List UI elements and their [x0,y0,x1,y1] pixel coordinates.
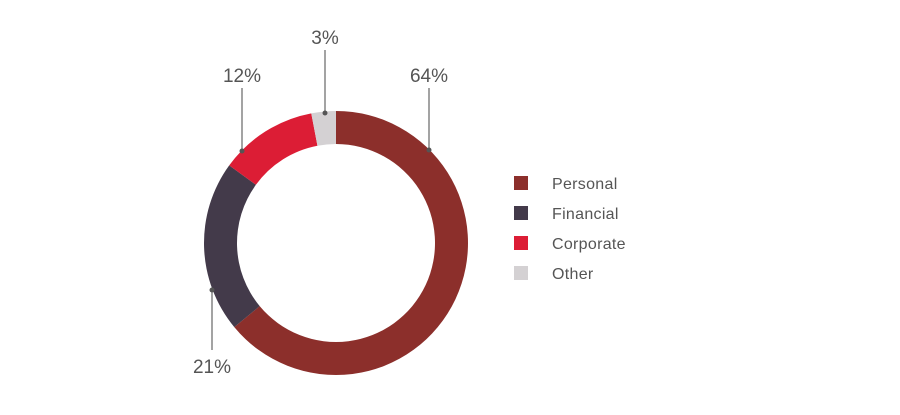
legend-label-corporate: Corporate [552,236,626,253]
leader-dot-financial [209,287,215,293]
legend-item-corporate: Corporate [514,236,626,253]
legend-label-financial: Financial [552,206,619,223]
legend-swatch-corporate [514,236,528,250]
value-label-financial: 21% [193,357,231,378]
donut-slice-personal [234,111,468,375]
leader-dot-personal [426,147,432,153]
legend-swatch-personal [514,176,528,190]
leader-dot-corporate [239,148,245,154]
legend-label-personal: Personal [552,176,618,193]
value-label-corporate: 12% [223,66,261,87]
legend-item-financial: Financial [514,206,619,223]
legend-swatch-financial [514,206,528,220]
donut-slice-corporate [229,113,318,185]
legend-swatch-other [514,266,528,280]
legend-item-other: Other [514,266,594,283]
donut-slice-other [311,111,336,146]
legend-label-other: Other [552,266,594,283]
donut-slice-financial [204,165,260,328]
value-labels: 64% 21% 12% 3% [193,28,448,378]
value-label-other: 3% [311,28,339,49]
legend: Personal Financial Corporate Other [514,176,626,283]
donut-slices [204,111,468,375]
legend-item-personal: Personal [514,176,618,193]
leader-dot-other [322,110,328,116]
value-label-personal: 64% [410,66,448,87]
